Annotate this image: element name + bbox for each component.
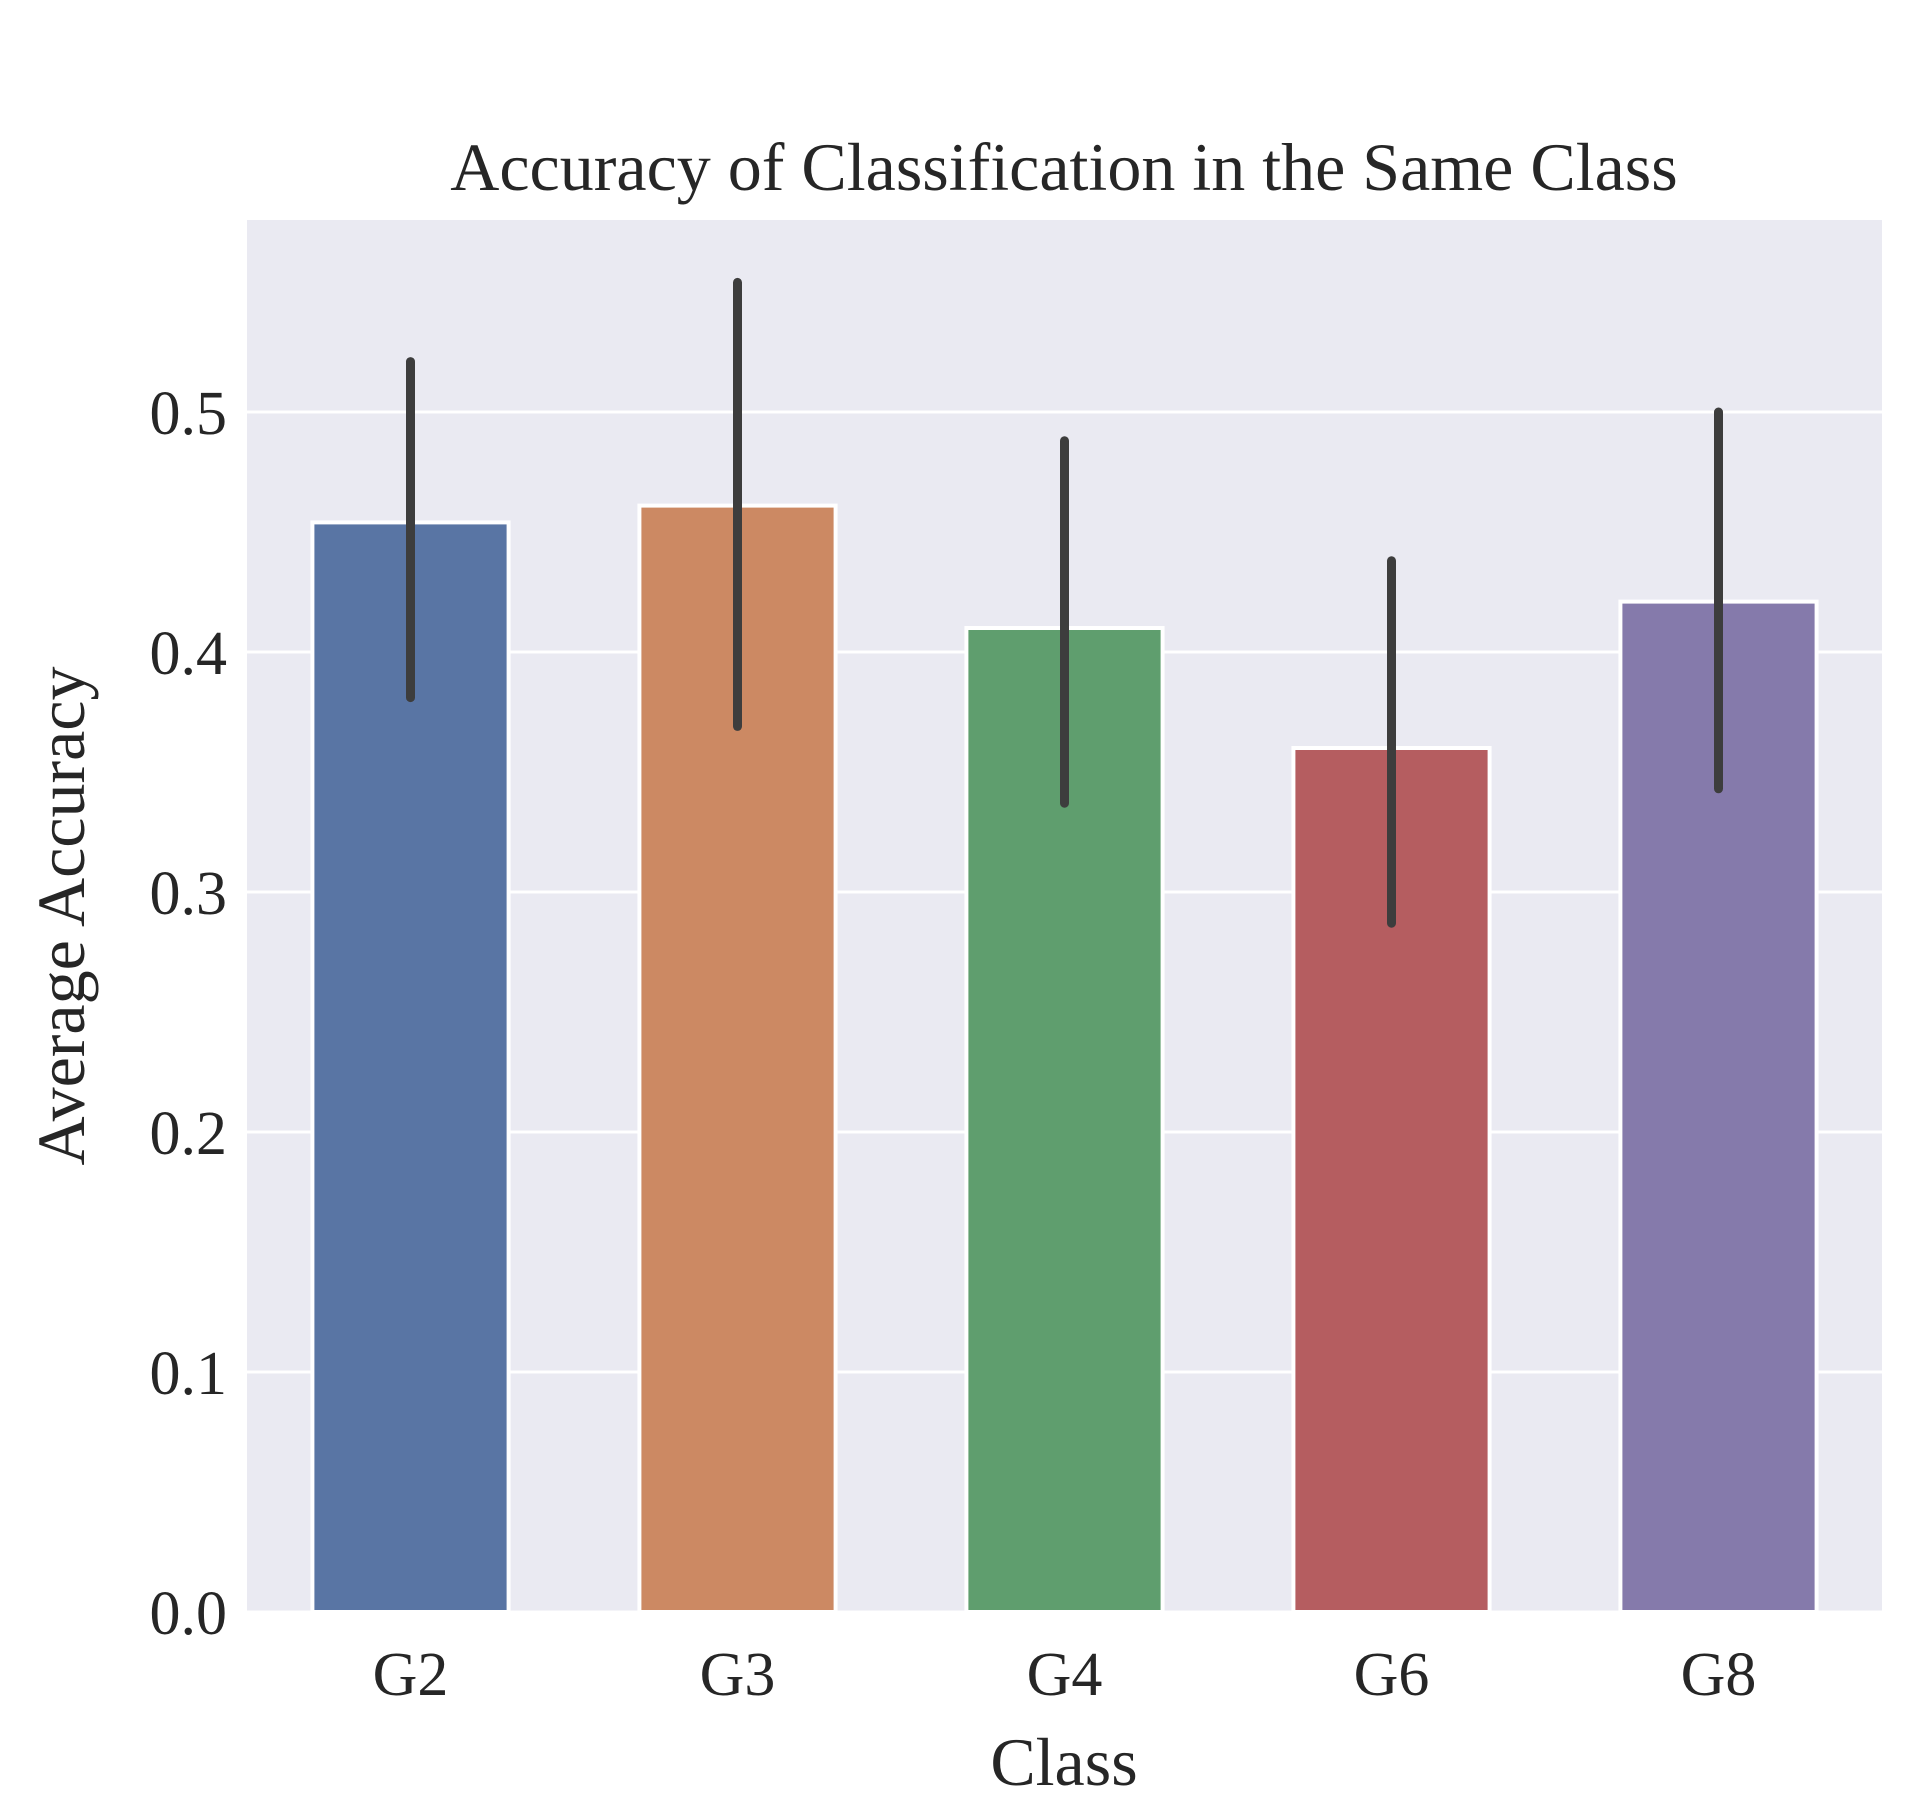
y-tick-labels: 0.0 0.1 0.2 0.3 0.4 0.5 <box>150 380 228 1648</box>
x-tick-label: G3 <box>700 1641 776 1709</box>
y-axis-label: Average Accuracy <box>23 667 99 1166</box>
y-tick-label: 0.3 <box>150 860 228 928</box>
chart-title: Accuracy of Classification in the Same C… <box>450 129 1677 205</box>
x-axis-label: Class <box>990 1724 1137 1800</box>
error-bars <box>406 277 1723 928</box>
y-tick-label: 0.4 <box>150 620 228 688</box>
x-tick-label: G6 <box>1354 1641 1430 1709</box>
x-tick-label: G8 <box>1681 1641 1757 1709</box>
y-tick-label: 0.2 <box>150 1100 228 1168</box>
bars <box>310 503 1819 1615</box>
y-tick-label: 0.1 <box>150 1340 228 1408</box>
bar-g2 <box>310 520 511 1614</box>
x-tick-labels: G2 G3 G4 G6 G8 <box>373 1641 1757 1709</box>
x-tick-label: G2 <box>373 1641 449 1709</box>
x-tick-label: G4 <box>1027 1641 1103 1709</box>
y-tick-label: 0.5 <box>150 380 228 448</box>
y-tick-label: 0.0 <box>150 1580 228 1648</box>
